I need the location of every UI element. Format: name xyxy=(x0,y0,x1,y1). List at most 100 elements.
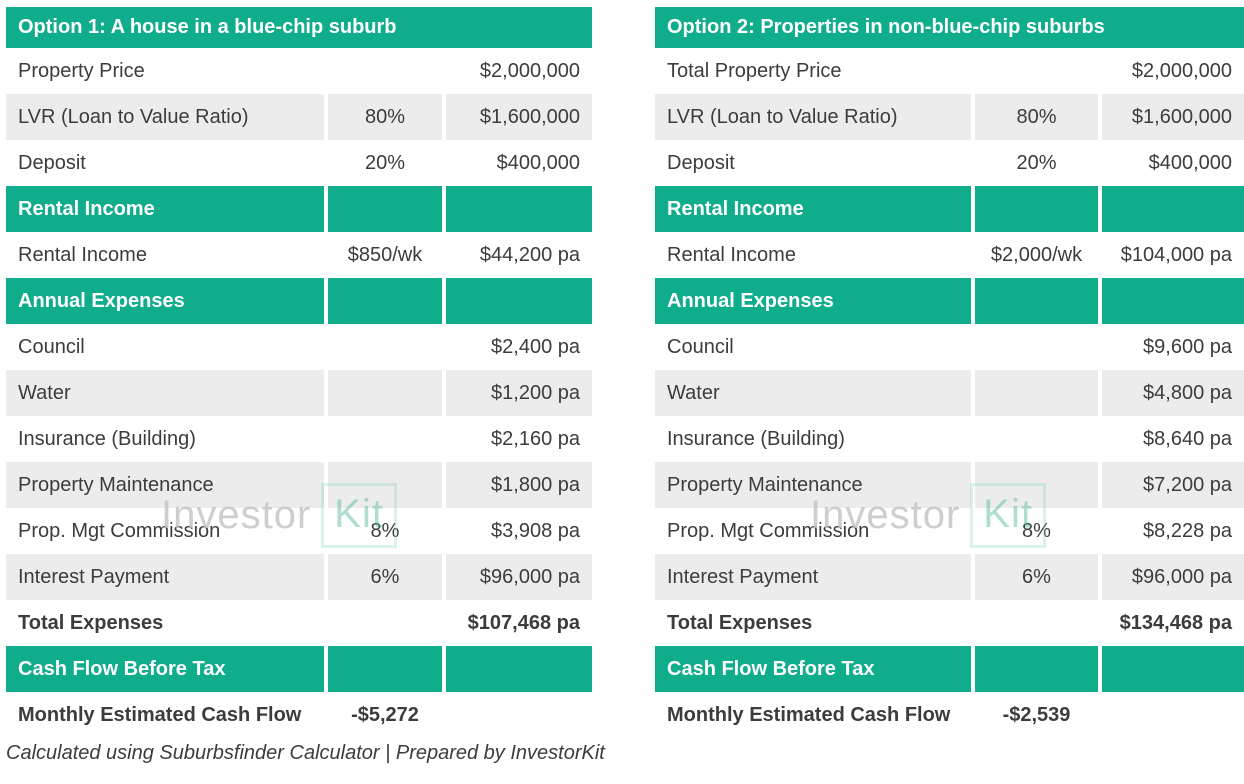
row-label: Interest Payment xyxy=(655,554,971,600)
row-value: $44,200 pa xyxy=(479,243,580,266)
row-label: Rental Income xyxy=(18,243,147,266)
table-row: Rental Income $2,000/wk $104,000 pa xyxy=(655,232,1244,278)
row-mid: -$2,539 xyxy=(1002,703,1071,726)
row-mid xyxy=(975,416,1098,462)
row-value xyxy=(446,278,592,324)
row-value: $9,600 pa xyxy=(1143,335,1232,358)
row-value: $1,800 pa xyxy=(446,462,592,508)
row-label: Total Property Price xyxy=(667,59,842,82)
table-row: Water $4,800 pa xyxy=(655,370,1244,416)
section-header-row: Rental Income xyxy=(655,186,1244,232)
row-label: LVR (Loan to Value Ratio) xyxy=(6,94,324,140)
row-mid xyxy=(328,370,442,416)
row-mid: 6% xyxy=(328,554,442,600)
row-label: Deposit xyxy=(18,151,86,174)
row-value: $2,000,000 xyxy=(479,59,580,82)
row-value: $8,228 pa xyxy=(1143,519,1232,542)
row-label: Total Expenses xyxy=(18,611,164,634)
row-value: $104,000 pa xyxy=(1120,243,1232,266)
row-value xyxy=(446,646,592,692)
row-value: $2,000,000 xyxy=(1131,59,1232,82)
table-row: Interest Payment 6% $96,000 pa xyxy=(6,554,592,600)
section-header-row: Annual Expenses xyxy=(6,278,592,324)
section-header-row: Cash Flow Before Tax xyxy=(6,646,592,692)
row-mid xyxy=(975,462,1098,508)
row-mid xyxy=(328,416,442,462)
row-mid: $850/wk xyxy=(347,243,423,266)
table-row: Rental Income $850/wk $44,200 pa xyxy=(6,232,592,278)
table-row: Council $2,400 pa xyxy=(6,324,592,370)
row-value xyxy=(1102,186,1244,232)
table-row: Deposit 20% $400,000 xyxy=(655,140,1244,186)
row-mid: 20% xyxy=(1016,151,1057,174)
table-rows: Property Price $2,000,000 LVR (Loan to Val… xyxy=(6,48,592,738)
table-row: Insurance (Building) $8,640 pa xyxy=(655,416,1244,462)
table-row: Insurance (Building) $2,160 pa xyxy=(6,416,592,462)
table-row: Council $9,600 pa xyxy=(655,324,1244,370)
row-label: Annual Expenses xyxy=(655,278,971,324)
row-value xyxy=(446,186,592,232)
table-row: Prop. Mgt Commission 8% $3,908 pa xyxy=(6,508,592,554)
table-row: Total Expenses $134,468 pa xyxy=(655,600,1244,646)
row-value: $1,600,000 xyxy=(446,94,592,140)
row-mid xyxy=(975,370,1098,416)
row-label: Prop. Mgt Commission xyxy=(18,519,221,542)
row-value: $96,000 pa xyxy=(446,554,592,600)
row-label: Monthly Estimated Cash Flow xyxy=(667,703,951,726)
row-label: Water xyxy=(6,370,324,416)
row-mid: 8% xyxy=(370,519,400,542)
row-mid: 20% xyxy=(364,151,406,174)
row-label: Insurance (Building) xyxy=(18,427,196,450)
row-label: Property Price xyxy=(18,59,145,82)
row-value: $400,000 xyxy=(1148,151,1232,174)
table-row: Water $1,200 pa xyxy=(6,370,592,416)
row-label: Rental Income xyxy=(6,186,324,232)
table-row: Monthly Estimated Cash Flow -$5,272 xyxy=(6,692,592,738)
row-label: Property Maintenance xyxy=(6,462,324,508)
row-mid xyxy=(328,278,442,324)
row-value xyxy=(446,692,592,738)
row-label: LVR (Loan to Value Ratio) xyxy=(655,94,971,140)
row-label: Insurance (Building) xyxy=(667,427,845,450)
row-label: Total Expenses xyxy=(667,611,813,634)
row-mid xyxy=(975,600,1098,646)
row-value xyxy=(1102,278,1244,324)
row-mid xyxy=(975,324,1098,370)
row-label: Deposit xyxy=(667,151,735,174)
row-value xyxy=(1102,646,1244,692)
row-value: $96,000 pa xyxy=(1102,554,1244,600)
table-row: Interest Payment 6% $96,000 pa xyxy=(655,554,1244,600)
table-row: Property Price $2,000,000 xyxy=(6,48,592,94)
row-label: Interest Payment xyxy=(6,554,324,600)
row-mid xyxy=(975,278,1098,324)
row-value: $107,468 pa xyxy=(467,611,580,634)
row-mid xyxy=(328,48,442,94)
row-mid xyxy=(975,646,1098,692)
table-row: Property Maintenance $7,200 pa xyxy=(655,462,1244,508)
row-label: Council xyxy=(667,335,734,358)
table-row: LVR (Loan to Value Ratio) 80% $1,600,000 xyxy=(6,94,592,140)
row-label: Council xyxy=(18,335,85,358)
row-value: $8,640 pa xyxy=(1143,427,1232,450)
table-title: Option 2: Properties in non-blue-chip su… xyxy=(655,7,1244,48)
row-label: Rental Income xyxy=(655,186,971,232)
row-value: $1,200 pa xyxy=(446,370,592,416)
row-label: Cash Flow Before Tax xyxy=(6,646,324,692)
row-label: Cash Flow Before Tax xyxy=(655,646,971,692)
section-header-row: Cash Flow Before Tax xyxy=(655,646,1244,692)
row-value: $3,908 pa xyxy=(491,519,580,542)
table-row: LVR (Loan to Value Ratio) 80% $1,600,000 xyxy=(655,94,1244,140)
table-row: Deposit 20% $400,000 xyxy=(6,140,592,186)
row-mid: $2,000/wk xyxy=(990,243,1083,266)
footer-credit: Calculated using Suburbsfinder Calculato… xyxy=(6,742,605,764)
row-mid: 6% xyxy=(975,554,1098,600)
row-mid xyxy=(328,186,442,232)
row-mid xyxy=(975,48,1098,94)
row-mid xyxy=(328,462,442,508)
row-mid: 80% xyxy=(328,94,442,140)
row-label: Rental Income xyxy=(667,243,796,266)
row-mid xyxy=(328,324,442,370)
table-row: Total Property Price $2,000,000 xyxy=(655,48,1244,94)
table-title: Option 1: A house in a blue-chip suburb xyxy=(6,7,592,48)
row-value: $2,160 pa xyxy=(491,427,580,450)
